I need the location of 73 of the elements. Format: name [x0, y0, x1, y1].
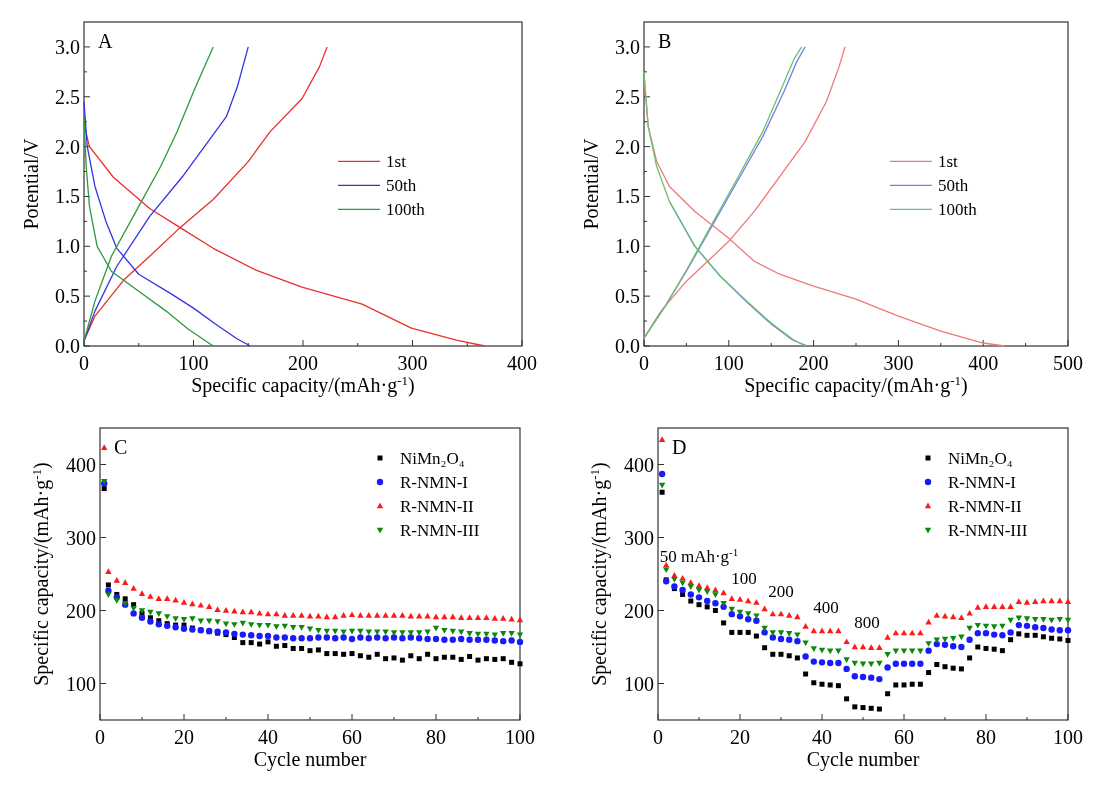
y-tick-label: 1.5	[55, 185, 80, 208]
y-tick-label: 1.0	[55, 235, 80, 258]
y-tick-label: 200	[66, 599, 96, 622]
y-tick-label: 2.0	[615, 135, 640, 158]
x-tick-label: 200	[288, 352, 318, 374]
legend-label: 100th	[386, 200, 426, 220]
annotation: 200	[768, 581, 794, 601]
legend-label: 1st	[937, 152, 959, 172]
y-tick-label: 1.5	[615, 185, 640, 208]
y-tick-label: 100	[624, 672, 654, 695]
x-tick-label: 100	[713, 352, 744, 374]
y-tick-label: 0.5	[55, 285, 80, 308]
y-axis-title: Potential/V	[20, 137, 42, 230]
x-tick-label: 60	[894, 726, 914, 748]
legend-label: 50th	[386, 176, 417, 196]
annotation: 100	[731, 568, 757, 588]
x-tick-label: 80	[426, 726, 446, 748]
legend-label: 50th	[937, 176, 969, 196]
x-tick-label: 100	[178, 352, 209, 374]
y-tick-label: 2.5	[55, 85, 80, 108]
x-tick-label: 300	[397, 352, 428, 374]
y-tick-label: 3.0	[55, 35, 80, 58]
y-tick-label: 2.0	[55, 135, 80, 158]
chart-title: A	[98, 30, 113, 52]
y-tick-label: 0.0	[615, 335, 640, 357]
x-tick-label: 60	[342, 726, 362, 748]
x-axis-title: Cycle number	[253, 748, 367, 771]
legend-label: R-NMN-II	[948, 496, 1022, 516]
x-tick-label: 100	[1053, 726, 1083, 748]
x-tick-label: 20	[730, 726, 750, 748]
annotation: 50 mAh·g$^{-1}$	[659, 545, 739, 566]
y-tick-label: 1.0	[615, 235, 640, 258]
y-tick-label: 200	[624, 599, 654, 622]
y-axis-title: Potential/V	[580, 137, 602, 230]
legend-label: 1st	[386, 152, 407, 172]
x-tick-label: 400	[968, 352, 999, 374]
legend-label: 100th	[937, 200, 978, 220]
y-tick-label: 400	[66, 453, 96, 476]
x-axis-title: Specific capacity/(mAh·g$^{-1}$)	[191, 372, 415, 397]
x-axis-title: Cycle number	[806, 748, 920, 771]
legend-label: R-NMN-III	[948, 520, 1028, 540]
x-tick-label: 0	[79, 352, 89, 374]
x-tick-label: 500	[1053, 352, 1083, 374]
x-tick-label: 100	[505, 726, 535, 748]
x-tick-label: 40	[258, 726, 278, 748]
chart-title: C	[114, 436, 128, 458]
y-tick-label: 300	[66, 526, 96, 549]
x-tick-label: 0	[639, 352, 649, 374]
legend-label: NiMn₂O₄	[948, 448, 1013, 468]
chart-title: D	[672, 436, 687, 458]
chart-title: B	[658, 30, 672, 52]
y-tick-label: 2.5	[615, 85, 640, 108]
legend-label: R-NMN-III	[400, 520, 480, 540]
annotation: 400	[813, 597, 839, 617]
x-tick-label: 0	[95, 726, 105, 748]
x-axis-title: Specific capacity/(mAh·g$^{-1}$)	[744, 372, 968, 397]
y-tick-label: 3.0	[615, 35, 640, 58]
x-tick-label: 200	[798, 352, 829, 374]
y-tick-label: 0.5	[615, 285, 640, 308]
y-tick-label: 300	[624, 526, 654, 549]
x-tick-label: 300	[883, 352, 914, 374]
legend-label: R-NMN-II	[400, 496, 474, 516]
annotation: 800	[854, 613, 880, 633]
legend-label: NiMn₂O₄	[400, 448, 465, 468]
legend-label: R-NMN-I	[400, 472, 469, 492]
y-tick-label: 400	[624, 453, 654, 476]
x-tick-label: 0	[653, 726, 663, 748]
x-tick-label: 80	[976, 726, 996, 748]
x-tick-label: 20	[174, 726, 194, 748]
legend-label: R-NMN-I	[948, 472, 1017, 492]
x-tick-label: 40	[812, 726, 832, 748]
x-tick-label: 400	[507, 352, 537, 374]
y-tick-label: 100	[66, 672, 96, 695]
